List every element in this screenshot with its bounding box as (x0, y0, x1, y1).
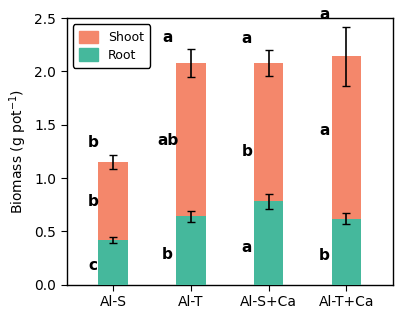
Bar (176, 216, 206, 285)
Text: c: c (88, 258, 98, 273)
Text: b: b (242, 144, 252, 159)
Bar (332, 57, 361, 219)
Bar (176, 63, 206, 216)
Text: a: a (162, 30, 173, 45)
Bar (332, 219, 361, 285)
Text: b: b (88, 194, 98, 209)
Bar (254, 63, 284, 202)
Text: ab: ab (157, 133, 178, 148)
Bar (254, 202, 284, 285)
Text: a: a (320, 7, 330, 22)
Text: b: b (319, 248, 330, 263)
Text: a: a (242, 240, 252, 255)
Legend: Shoot, Root: Shoot, Root (73, 24, 150, 68)
Text: a: a (320, 123, 330, 137)
Text: b: b (162, 247, 173, 262)
Bar (98, 162, 128, 240)
Text: b: b (88, 135, 98, 150)
Bar (98, 240, 128, 285)
Y-axis label: Biomass (g pot$^{-1}$): Biomass (g pot$^{-1}$) (7, 89, 28, 214)
Text: a: a (242, 31, 252, 46)
